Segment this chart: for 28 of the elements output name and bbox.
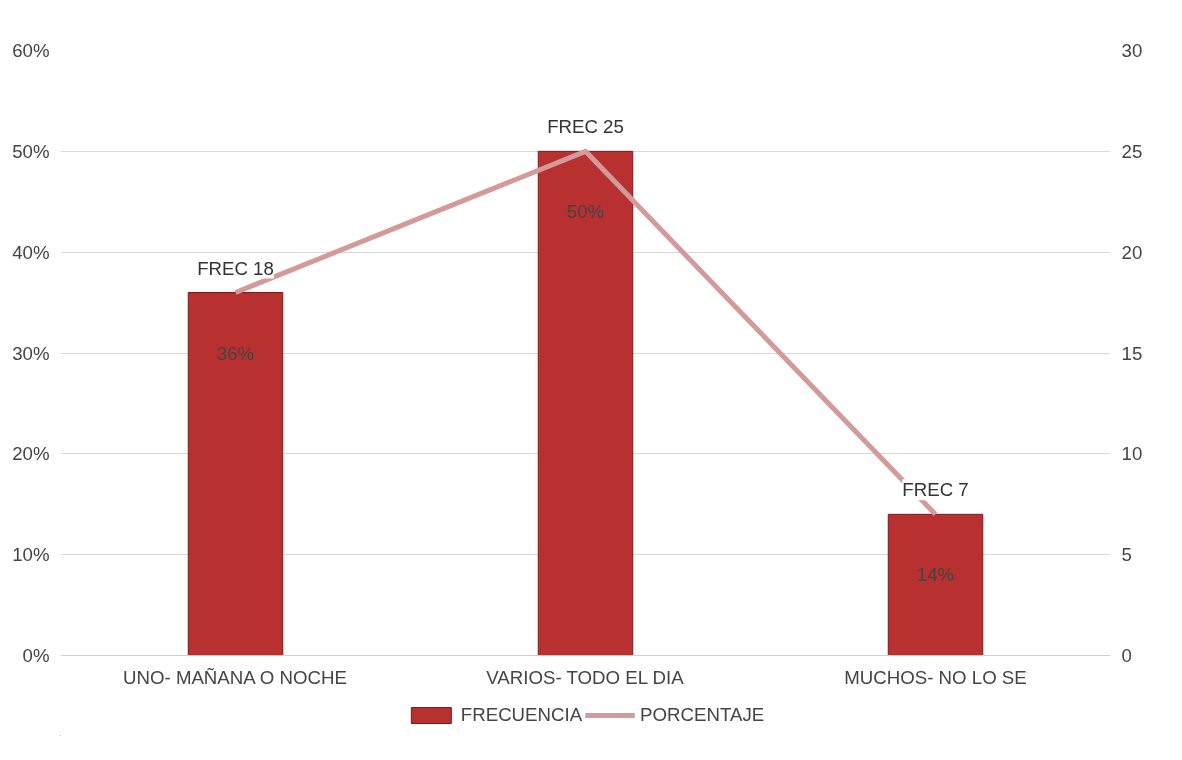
data-label: 50% [566,201,605,223]
x-tick-label: VARIOS- TODO EL DIA [486,666,685,688]
y2-tick-label: 15 [1121,342,1143,364]
y-tick-label: 10% [12,544,50,566]
y2-tick-label: 30 [1121,40,1143,61]
data-label: FREC 18 [197,257,274,279]
x-tick-label: UNO- MAÑANA O NOCHE [123,666,347,688]
y-tick-label: 40% [12,241,50,263]
y2-tick-label: 5 [1121,544,1132,566]
x-tick-label: MUCHOS- NO LO SE [844,666,1027,688]
legend-label: PORCENTAJE [640,704,765,726]
bar [537,150,634,656]
y-tick-label: 60% [12,40,50,61]
y2-tick-label: 20 [1121,241,1143,263]
data-label: FREC 25 [547,116,624,138]
y2-tick-label: 10 [1121,443,1143,465]
y2-tick-label: 25 [1121,140,1143,162]
y-tick-label: 50% [12,140,50,162]
data-label: 14% [916,564,955,586]
y-tick-label: 20% [12,443,50,465]
y2-tick-label: 0 [1121,645,1132,666]
data-label: 36% [216,342,255,364]
y-tick-label: 30% [12,342,50,364]
legend-label: FRECUENCIA [460,704,583,726]
bar [887,513,984,656]
y-tick-label: 0% [22,645,50,666]
bar [187,292,284,656]
data-label: FREC 7 [902,479,969,501]
